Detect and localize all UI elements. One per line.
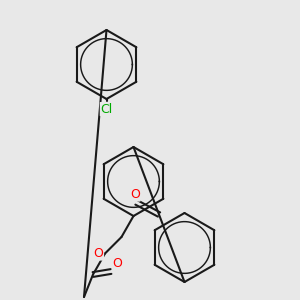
Text: O: O (94, 247, 103, 260)
Text: Cl: Cl (100, 103, 112, 116)
Text: O: O (112, 257, 122, 270)
Text: O: O (130, 188, 140, 201)
